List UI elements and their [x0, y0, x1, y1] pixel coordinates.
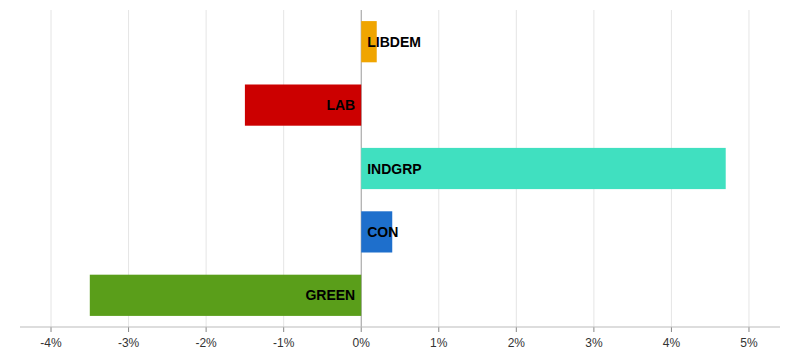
- tick-label: -1%: [273, 336, 295, 350]
- grid-line: [51, 10, 52, 327]
- category-labels: GREEN CON INDGRP LAB LIBDEM: [305, 34, 421, 304]
- category-label: CON: [367, 224, 398, 240]
- chart-container: -4% -3% -2% -1% 0% 1% 2% 3% 4% 5% GREEN CON INDGRP LA…: [0, 0, 800, 359]
- bar: [90, 275, 361, 316]
- tick-mark: [516, 327, 517, 332]
- tick-mark: [51, 327, 52, 332]
- tick-label: -4%: [40, 336, 62, 350]
- bars: [90, 21, 726, 316]
- tick-label: 2%: [508, 336, 526, 350]
- x-axis-line: [20, 327, 780, 328]
- tick-mark: [438, 327, 439, 332]
- tick-label: -2%: [195, 336, 217, 350]
- category-label: INDGRP: [367, 161, 421, 177]
- tick-mark: [128, 327, 129, 332]
- tick-mark: [593, 327, 594, 332]
- tick-mark: [206, 327, 207, 332]
- tick-label: -3%: [118, 336, 140, 350]
- chart-svg: -4% -3% -2% -1% 0% 1% 2% 3% 4% 5% GREEN CON INDGRP LA…: [0, 0, 800, 359]
- tick-mark: [361, 327, 362, 332]
- x-axis: -4% -3% -2% -1% 0% 1% 2% 3% 4% 5%: [20, 327, 780, 350]
- tick-label: 5%: [740, 336, 758, 350]
- tick-mark: [283, 327, 284, 332]
- grid: [51, 10, 749, 327]
- bar: [245, 84, 361, 125]
- tick-label: 3%: [585, 336, 603, 350]
- tick-label: 4%: [663, 336, 681, 350]
- tick-label: 1%: [430, 336, 448, 350]
- category-label: LAB: [326, 97, 355, 113]
- tick-mark: [671, 327, 672, 332]
- grid-line: [748, 10, 749, 327]
- tick-mark: [748, 327, 749, 332]
- bar: [361, 148, 725, 189]
- tick-label: 0%: [353, 336, 371, 350]
- category-label: GREEN: [305, 287, 355, 303]
- category-label: LIBDEM: [367, 34, 421, 50]
